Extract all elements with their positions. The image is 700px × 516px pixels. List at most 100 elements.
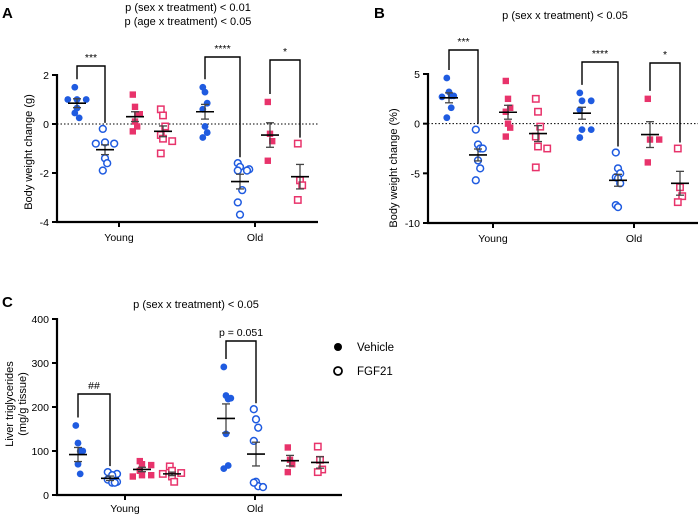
panel-a-group-young-male-vehicle [64, 83, 90, 122]
panel-c-group-old-male-fgf21 [247, 405, 268, 492]
data-point [678, 192, 687, 201]
panel-c-group-old-female-fgf21 [311, 442, 329, 477]
panel-a-y-tick-label: -2 [40, 168, 49, 180]
panel-c-significance-bracket: ## [77, 380, 111, 467]
data-point [443, 114, 451, 122]
bracket-line [581, 61, 619, 147]
panel-a: A p (sex x treatment) < 0.01 p (age x tr… [2, 2, 318, 244]
panel-b-y-tick-label: -5 [411, 168, 420, 180]
data-point [313, 468, 322, 477]
bracket-line [448, 49, 479, 124]
data-point [136, 467, 143, 474]
panel-b-significance-bracket: *** [448, 36, 479, 124]
data-point [613, 202, 623, 212]
panel-a-group-old-female-vehicle [261, 98, 279, 164]
data-point [507, 104, 514, 111]
panel-a-group-old-female-fgf21 [291, 139, 309, 204]
panel-c-significance-bracket: p = 0.051 [219, 327, 263, 404]
data-point [576, 134, 584, 141]
data-point [578, 126, 586, 134]
panel-a-group-young-female-vehicle [126, 91, 144, 135]
panel-c-group-young-male-vehicle [69, 422, 87, 478]
panel-c-group-old-male-vehicle [217, 363, 235, 472]
panel-a-y-tick-label: 0 [43, 119, 49, 131]
panel-c-y-tick-label: 300 [31, 358, 49, 370]
data-point [443, 74, 451, 82]
panel-b-y-tick-label: -10 [405, 218, 420, 230]
data-point [673, 144, 682, 153]
panel-a-significance-bracket: **** [204, 43, 241, 158]
data-point [82, 96, 90, 103]
bracket-line [269, 59, 301, 138]
panel-c-y-axis-label-line-2: (mg/g tissue) [17, 372, 29, 436]
data-point [249, 478, 258, 487]
data-point [644, 95, 651, 103]
data-point [254, 423, 263, 432]
data-point [534, 142, 542, 151]
data-point [587, 126, 595, 134]
bracket-line [225, 340, 257, 404]
data-point [235, 210, 245, 219]
data-point [504, 95, 512, 103]
data-point [74, 439, 82, 447]
data-point [293, 196, 302, 204]
panel-c-y-axis-label-line-1: Liver triglycerides [4, 361, 16, 447]
data-point [476, 164, 485, 173]
data-point [64, 96, 72, 103]
data-point [138, 461, 146, 468]
bracket-line [77, 393, 111, 467]
panel-b-y-axis-label: Body weight change (%) [388, 108, 400, 227]
legend-fgf21-marker-icon [333, 366, 343, 376]
data-point [289, 461, 296, 468]
data-point [199, 134, 207, 141]
panel-letter-c: C [2, 294, 13, 311]
data-point [504, 120, 512, 127]
panel-b-x-tick-label-young: Young [478, 233, 508, 245]
panel-b-title: p (sex x treatment) < 0.05 [502, 10, 628, 22]
significance-label: ## [88, 380, 100, 392]
panel-c-group-young-female-vehicle [129, 457, 155, 480]
data-point [543, 144, 552, 153]
panel-a-group-old-male-vehicle [196, 83, 214, 141]
data-point [129, 128, 136, 135]
data-point [233, 166, 242, 175]
data-point [220, 363, 228, 371]
data-point [264, 98, 271, 106]
panel-b-significance-bracket: * [649, 49, 681, 143]
data-point [293, 139, 302, 148]
data-point [138, 472, 146, 479]
panel-c-group-old-female-vehicle [281, 444, 299, 476]
data-point [156, 149, 165, 158]
panel-b-group-old-male-vehicle [573, 89, 595, 141]
panel-a-x-tick-label-young: Young [104, 232, 134, 244]
data-point [227, 394, 235, 402]
panel-a-x-tick-label-old: Old [247, 232, 264, 244]
panel-b-group-young-female-vehicle [499, 77, 517, 140]
legend-fgf21-label: FGF21 [357, 366, 393, 378]
data-point [136, 111, 143, 118]
data-point [264, 157, 271, 164]
data-point [576, 89, 584, 97]
legend-vehicle-label: Vehicle [357, 342, 394, 354]
data-point [201, 88, 209, 96]
panel-c-y-tick-label: 200 [31, 402, 49, 414]
panel-c-title: p (sex x treatment) < 0.05 [133, 299, 259, 311]
panel-c-x-tick-label-young: Young [110, 503, 140, 515]
data-point [129, 473, 136, 480]
data-point [170, 477, 179, 486]
panel-b-group-old-female-fgf21 [671, 144, 689, 207]
panel-c-x-tick-label-old: Old [247, 503, 264, 515]
data-point [251, 415, 261, 424]
panel-b-y-tick-label: 0 [414, 119, 420, 131]
data-point [534, 107, 542, 116]
bracket-line [204, 56, 241, 158]
panel-a-y-axis-label: Body weight change (g) [23, 94, 35, 210]
panel-b-group-old-male-fgf21 [609, 148, 627, 212]
data-point [201, 123, 209, 130]
data-point [673, 198, 682, 207]
data-point [76, 470, 84, 478]
panel-c-y-tick-label: 100 [31, 446, 49, 458]
data-point [103, 159, 112, 168]
